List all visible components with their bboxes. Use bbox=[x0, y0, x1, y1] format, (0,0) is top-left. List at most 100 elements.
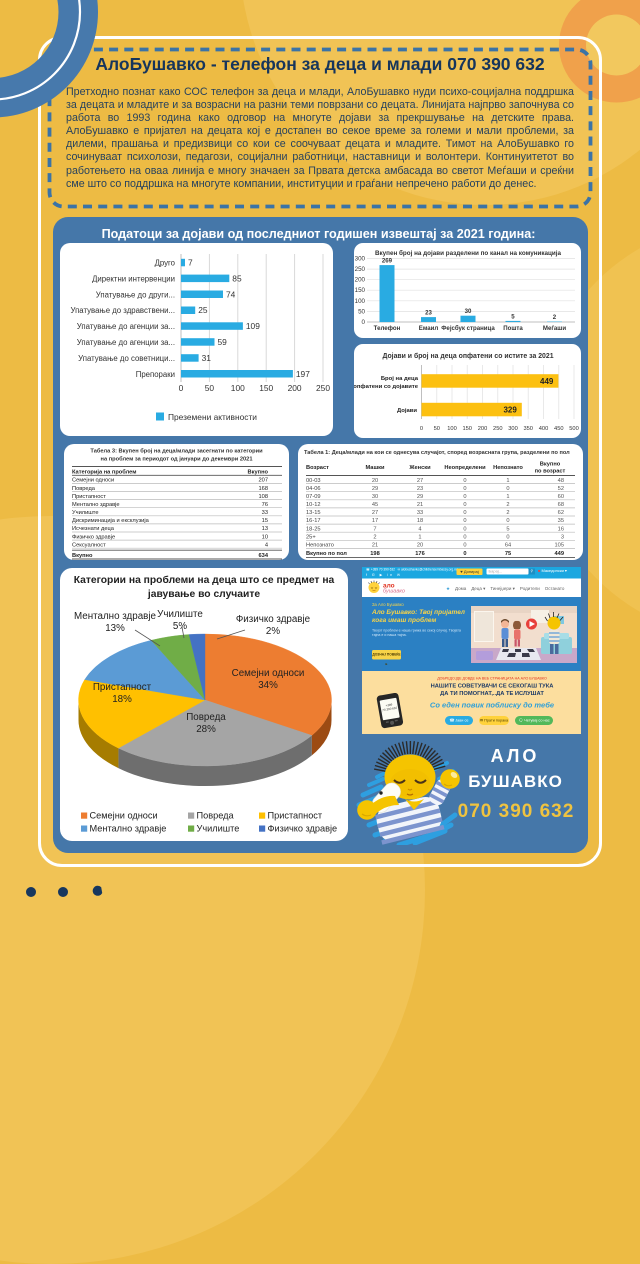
svg-text:150: 150 bbox=[355, 287, 366, 294]
svg-text:2: 2 bbox=[553, 314, 557, 321]
svg-text:Друго: Друго bbox=[155, 259, 176, 268]
svg-text:50: 50 bbox=[205, 383, 215, 393]
svg-text:21: 21 bbox=[417, 502, 423, 508]
svg-text:Физичко здравје: Физичко здравје bbox=[236, 614, 311, 625]
svg-text:29: 29 bbox=[372, 486, 378, 492]
svg-text:76: 76 bbox=[262, 502, 268, 508]
svg-text:5%: 5% bbox=[173, 621, 187, 632]
svg-text:Ментално здравје: Ментално здравје bbox=[74, 611, 157, 622]
svg-text:Упатување до агенции за...: Упатување до агенции за... bbox=[77, 322, 175, 331]
svg-text:150: 150 bbox=[259, 383, 273, 393]
svg-text:Дискриминација и ексклузија: Дискриминација и ексклузија bbox=[72, 518, 150, 524]
svg-text:13%: 13% bbox=[105, 623, 125, 634]
svg-text:250: 250 bbox=[493, 426, 503, 432]
svg-text:449: 449 bbox=[555, 551, 565, 557]
svg-text:Пристапност: Пристапност bbox=[93, 682, 152, 693]
svg-text:Пристапност: Пристапност bbox=[268, 811, 323, 821]
svg-text:2: 2 bbox=[506, 502, 509, 508]
svg-text:21: 21 bbox=[372, 543, 378, 549]
svg-text:109: 109 bbox=[246, 321, 260, 331]
svg-text:Дојави и број на деца опфатени: Дојави и број на деца опфатени со истите… bbox=[382, 352, 553, 360]
svg-text:168: 168 bbox=[259, 486, 269, 492]
svg-text:Женски: Женски bbox=[408, 465, 431, 471]
svg-text:5: 5 bbox=[506, 526, 509, 532]
svg-text:Категории на проблеми на деца: Категории на проблеми на деца што се пре… bbox=[74, 574, 335, 586]
svg-text:Училиште: Училиште bbox=[72, 510, 99, 516]
svg-text:0: 0 bbox=[179, 383, 184, 393]
svg-text:13-15: 13-15 bbox=[306, 510, 321, 516]
svg-text:634: 634 bbox=[259, 553, 269, 559]
svg-text:20: 20 bbox=[372, 478, 378, 484]
svg-text:2: 2 bbox=[373, 535, 376, 541]
svg-text:0: 0 bbox=[506, 535, 509, 541]
svg-text:Непознато: Непознато bbox=[306, 543, 334, 549]
svg-text:62: 62 bbox=[558, 510, 564, 516]
svg-text:200: 200 bbox=[355, 277, 366, 284]
svg-text:Физичко здравје: Физичко здравје bbox=[72, 534, 115, 540]
svg-text:Вкупно по пол: Вкупно по пол bbox=[306, 551, 347, 557]
svg-text:0: 0 bbox=[463, 494, 466, 500]
svg-text:18%: 18% bbox=[112, 694, 132, 705]
svg-text:0: 0 bbox=[463, 543, 466, 549]
svg-text:28%: 28% bbox=[196, 724, 216, 735]
svg-text:0: 0 bbox=[420, 426, 423, 432]
svg-text:Училиште: Училиште bbox=[157, 609, 203, 620]
svg-text:0: 0 bbox=[463, 518, 466, 524]
svg-text:опфатени со дојавите: опфатени со дојавите bbox=[354, 383, 419, 390]
svg-text:31: 31 bbox=[202, 353, 212, 363]
svg-text:85: 85 bbox=[232, 273, 242, 283]
svg-text:0: 0 bbox=[463, 478, 466, 484]
svg-text:100: 100 bbox=[355, 298, 366, 305]
svg-text:0: 0 bbox=[506, 486, 509, 492]
svg-text:33: 33 bbox=[262, 510, 268, 516]
svg-text:7: 7 bbox=[188, 258, 193, 268]
svg-text:Семејни односи: Семејни односи bbox=[232, 668, 305, 679]
svg-text:по возраст: по возраст bbox=[535, 469, 566, 475]
svg-text:Повреда: Повреда bbox=[197, 811, 235, 821]
svg-text:0: 0 bbox=[463, 526, 466, 532]
svg-text:Вкупно: Вкупно bbox=[72, 553, 93, 559]
svg-text:0: 0 bbox=[463, 510, 466, 516]
svg-text:Вкупно: Вкупно bbox=[248, 469, 269, 475]
svg-text:0: 0 bbox=[463, 551, 466, 557]
svg-text:Повреда: Повреда bbox=[186, 712, 226, 723]
svg-text:Неопределени: Неопределени bbox=[444, 465, 486, 471]
svg-text:30: 30 bbox=[465, 308, 472, 315]
svg-text:Семејни односи: Семејни односи bbox=[72, 478, 114, 484]
svg-text:Упатување до советници...: Упатување до советници... bbox=[78, 354, 175, 363]
svg-text:Машки: Машки bbox=[365, 465, 385, 471]
svg-text:108: 108 bbox=[259, 494, 269, 500]
svg-text:Директни интервенции: Директни интервенции bbox=[92, 274, 175, 283]
svg-text:Препораки: Препораки bbox=[136, 370, 175, 379]
svg-text:329: 329 bbox=[503, 406, 517, 415]
svg-text:269: 269 bbox=[382, 258, 393, 265]
svg-text:350: 350 bbox=[523, 426, 533, 432]
svg-text:1: 1 bbox=[506, 494, 509, 500]
svg-text:250: 250 bbox=[355, 266, 366, 273]
svg-text:150: 150 bbox=[462, 426, 472, 432]
svg-text:0: 0 bbox=[506, 518, 509, 524]
svg-text:4: 4 bbox=[418, 526, 421, 532]
svg-text:10: 10 bbox=[262, 534, 268, 540]
svg-text:30: 30 bbox=[372, 494, 378, 500]
svg-text:13: 13 bbox=[262, 526, 268, 532]
svg-text:200: 200 bbox=[478, 426, 488, 432]
svg-text:17: 17 bbox=[372, 518, 378, 524]
svg-text:Упатување до здравствени...: Упатување до здравствени... bbox=[70, 306, 175, 315]
svg-text:5: 5 bbox=[511, 313, 515, 320]
svg-text:0: 0 bbox=[362, 319, 366, 326]
svg-text:50: 50 bbox=[434, 426, 440, 432]
svg-text:Пошта: Пошта bbox=[503, 325, 523, 332]
svg-text:400: 400 bbox=[539, 426, 549, 432]
svg-text:45: 45 bbox=[372, 502, 378, 508]
svg-text:100: 100 bbox=[231, 383, 245, 393]
svg-text:1: 1 bbox=[506, 478, 509, 484]
svg-text:Ментално здравје: Ментално здравје bbox=[72, 502, 120, 508]
svg-text:20: 20 bbox=[417, 543, 423, 549]
svg-text:Дојави: Дојави bbox=[397, 408, 417, 414]
svg-text:10-12: 10-12 bbox=[306, 502, 321, 508]
svg-text:59: 59 bbox=[218, 337, 228, 347]
svg-text:16-17: 16-17 bbox=[306, 518, 321, 524]
svg-text:Возраст: Возраст bbox=[306, 465, 329, 471]
svg-text:200: 200 bbox=[288, 383, 302, 393]
